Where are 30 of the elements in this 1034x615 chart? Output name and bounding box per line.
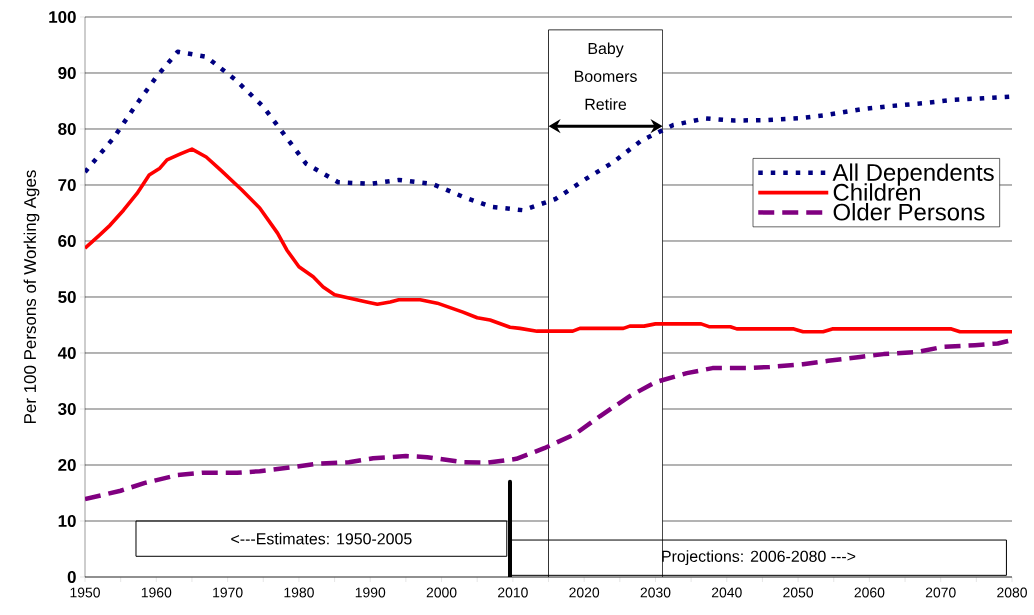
legend-label: Older Persons bbox=[833, 203, 985, 221]
y-tick-label: 60 bbox=[58, 235, 76, 247]
x-tick-label: 2070 bbox=[925, 587, 956, 598]
line-series bbox=[85, 147, 1013, 334]
band-label: Baby Boomers Retire bbox=[574, 42, 637, 110]
y-tick-label: 30 bbox=[58, 402, 76, 415]
y-axis-title: Per 100 Persons of Working Ages bbox=[23, 170, 40, 424]
x-tick-label: 2020 bbox=[569, 587, 600, 598]
x-tick-label: 2080 bbox=[997, 587, 1027, 598]
x-tick-label: 1950 bbox=[70, 587, 100, 598]
y-tick-label: 100 bbox=[49, 11, 76, 23]
y-tick-label: 90 bbox=[58, 67, 76, 79]
y-tick-label: 10 bbox=[58, 515, 76, 527]
y-tick-label: 20 bbox=[58, 459, 76, 471]
y-tick-label: 40 bbox=[57, 347, 76, 359]
y-tick-label: 70 bbox=[58, 179, 76, 191]
x-tick-label: 2050 bbox=[783, 587, 814, 598]
x-tick-label: 1970 bbox=[213, 587, 243, 598]
annotation: <---Estimates: 1950-2005 bbox=[231, 532, 412, 545]
x-tick-label: 2040 bbox=[711, 587, 742, 598]
x-tick-label: 2000 bbox=[426, 587, 457, 598]
y-tick-label: 0 bbox=[67, 571, 76, 583]
x-tick-label: 2030 bbox=[640, 587, 671, 598]
y-tick-label: 50 bbox=[58, 291, 76, 303]
x-tick-label: 2060 bbox=[854, 587, 885, 598]
x-tick-label: 2010 bbox=[498, 587, 528, 598]
x-tick-label: 1960 bbox=[141, 587, 172, 598]
y-tick-label: 80 bbox=[58, 123, 76, 135]
x-tick-label: 1980 bbox=[284, 587, 314, 598]
x-tick-label: 1990 bbox=[355, 587, 386, 598]
